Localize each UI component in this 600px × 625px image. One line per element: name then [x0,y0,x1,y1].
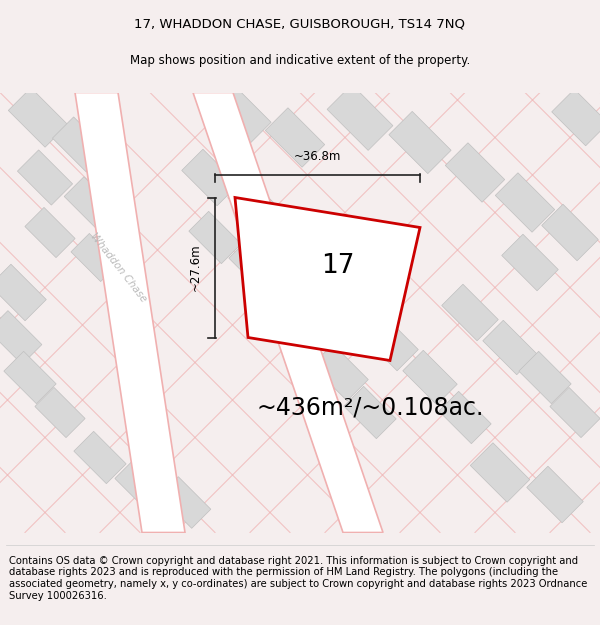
Polygon shape [344,386,396,439]
Polygon shape [4,351,56,404]
Text: Contains OS data © Crown copyright and database right 2021. This information is : Contains OS data © Crown copyright and d… [9,556,587,601]
Polygon shape [389,111,451,174]
Polygon shape [17,150,73,205]
Polygon shape [209,83,271,146]
Polygon shape [189,211,241,264]
Text: ~436m²/~0.108ac.: ~436m²/~0.108ac. [256,396,484,419]
Polygon shape [362,314,418,371]
Text: 17, WHADDON CHASE, GUISBOROUGH, TS14 7NQ: 17, WHADDON CHASE, GUISBOROUGH, TS14 7NQ [134,17,466,30]
Polygon shape [115,459,165,509]
Polygon shape [527,466,583,522]
Polygon shape [312,344,368,401]
Text: ~36.8m: ~36.8m [294,150,341,163]
Polygon shape [542,204,598,261]
Polygon shape [496,173,554,232]
Text: ~27.6m: ~27.6m [188,244,202,291]
Polygon shape [75,92,185,532]
Polygon shape [228,177,282,232]
Polygon shape [445,142,505,202]
Polygon shape [470,442,530,503]
Polygon shape [327,84,393,151]
Polygon shape [265,107,325,168]
Polygon shape [74,431,126,484]
Polygon shape [0,311,42,364]
Text: Whaddon Chase: Whaddon Chase [258,206,318,279]
Polygon shape [25,208,75,258]
Text: Map shows position and indicative extent of the property.: Map shows position and indicative extent… [130,54,470,68]
Polygon shape [442,284,498,341]
Polygon shape [159,477,211,528]
Polygon shape [439,391,491,444]
Polygon shape [229,238,281,291]
Polygon shape [552,89,600,146]
Polygon shape [182,149,238,206]
Polygon shape [8,88,68,148]
Text: 17: 17 [322,253,355,279]
Polygon shape [52,117,107,172]
Polygon shape [193,92,383,532]
Polygon shape [519,351,571,404]
Polygon shape [64,177,116,228]
Polygon shape [403,350,457,405]
Polygon shape [35,388,85,438]
Polygon shape [235,198,420,361]
Polygon shape [0,264,46,321]
Polygon shape [502,234,558,291]
Polygon shape [550,388,600,438]
Polygon shape [71,234,119,281]
Text: Whaddon Chase: Whaddon Chase [88,231,148,304]
Polygon shape [483,320,537,375]
